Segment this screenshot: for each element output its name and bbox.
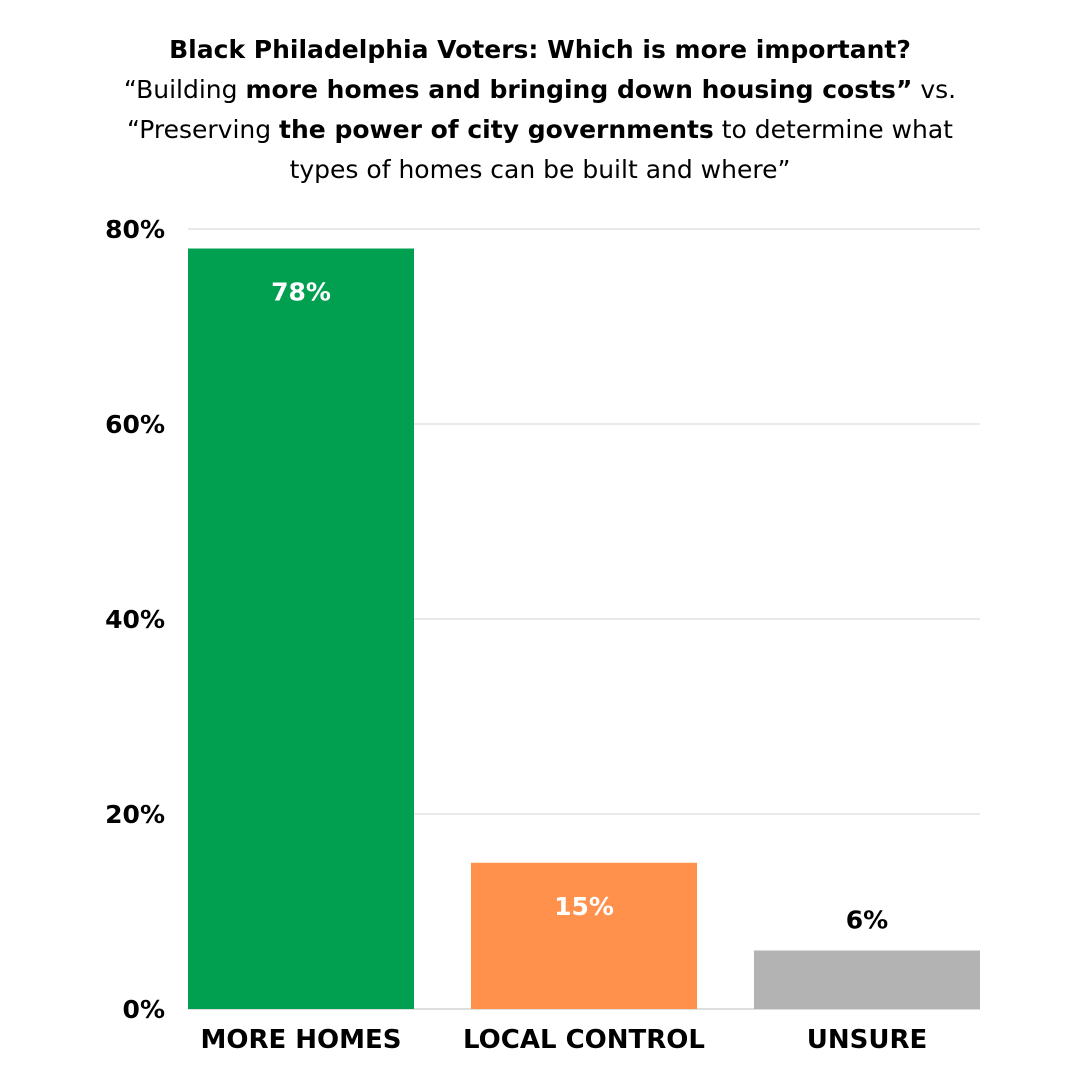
chart-subtitle-line-2: “Preserving the power of city government… (0, 110, 1080, 150)
bar-more-homes (188, 248, 414, 1009)
data-label-local-control: 15% (554, 892, 614, 921)
subtitle-1-post: vs. (912, 75, 957, 104)
chart-title: Black Philadelphia Voters: Which is more… (169, 35, 911, 64)
y-tick-label-80: 80% (105, 215, 165, 244)
axis-labels: 0% 20% 40% 60% 80% MORE HOMES LOCAL CONTROL UNS… (105, 215, 927, 1055)
subtitle-2-post: to determine what (713, 115, 953, 144)
data-label-unsure: 6% (846, 906, 888, 935)
subtitle-1-bold: more homes and bringing down housing cos… (245, 75, 913, 104)
y-tick-label-60: 60% (105, 410, 165, 439)
x-tick-label-local-control: LOCAL CONTROL (463, 1025, 705, 1055)
x-tick-label-unsure: UNSURE (807, 1025, 928, 1055)
subtitle-2-pre: “Preserving (127, 115, 280, 144)
subtitle-1-pre: “Building (123, 75, 246, 104)
data-label-more-homes: 78% (271, 278, 331, 307)
y-tick-label-0: 0% (123, 995, 165, 1024)
bar-local-control (471, 862, 697, 1009)
subtitle-3-pre: types of homes can be built and where” (289, 155, 791, 184)
bars: 78% 15% 6% (188, 248, 980, 1009)
chart-subtitle-line-3: types of homes can be built and where” (0, 150, 1080, 190)
chart-subtitle-line-1: “Building more homes and bringing down h… (0, 70, 1080, 110)
x-tick-label-more-homes: MORE HOMES (200, 1025, 401, 1055)
y-tick-label-40: 40% (105, 605, 165, 634)
chart-title-block: Black Philadelphia Voters: Which is more… (0, 30, 1080, 190)
subtitle-2-bold: the power of city governments (279, 115, 714, 144)
y-tick-label-20: 20% (105, 800, 165, 829)
bar-unsure (754, 950, 980, 1009)
